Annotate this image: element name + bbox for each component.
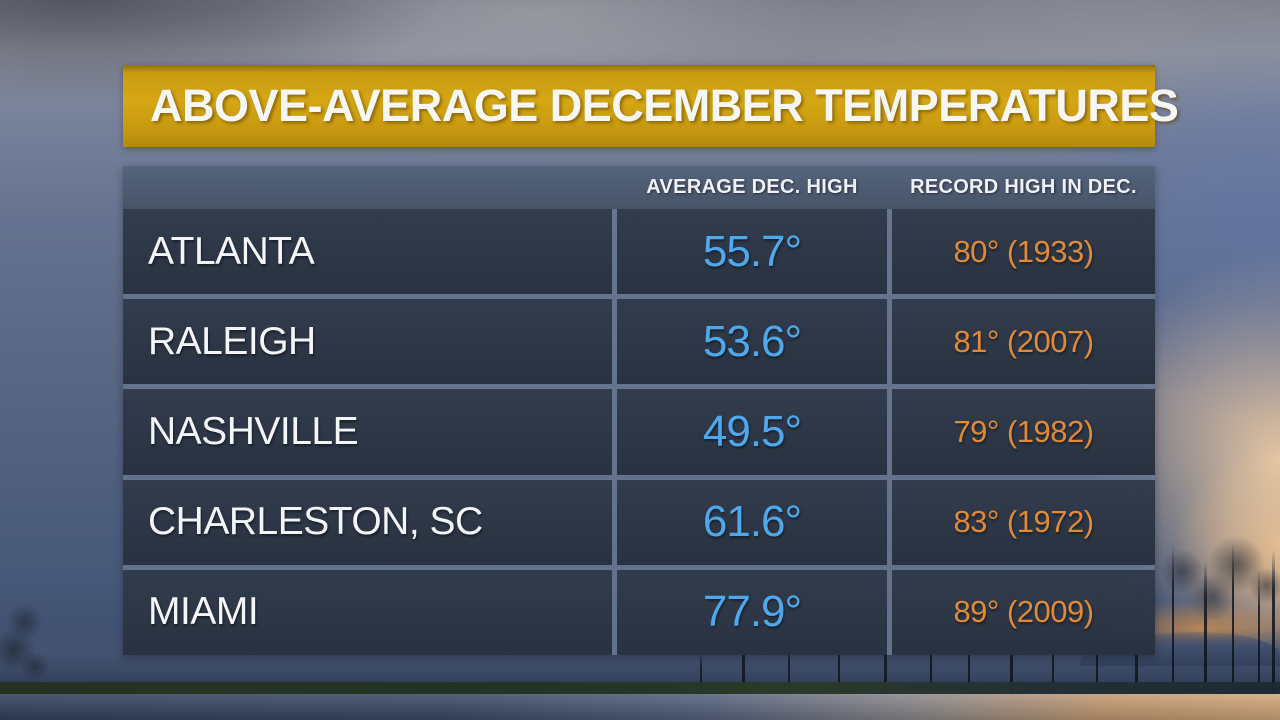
tree-canopy-silhouette <box>1145 528 1280 624</box>
average-high-cell: 55.7° <box>617 209 887 295</box>
page-title: ABOVE-AVERAGE DECEMBER TEMPERATURES <box>150 80 1179 131</box>
average-high-cell: 49.5° <box>617 389 887 475</box>
table-body: ATLANTA 55.7° 80° (1933) RALEIGH 53.6° 8… <box>123 209 1155 655</box>
city-cell: RALEIGH <box>123 299 612 385</box>
average-high-cell: 61.6° <box>617 479 887 565</box>
city-cell: NASHVILLE <box>123 389 612 475</box>
average-high-cell: 77.9° <box>617 569 887 655</box>
header-average-dec-high: AVERAGE DEC. HIGH <box>646 176 858 198</box>
title-banner: ABOVE-AVERAGE DECEMBER TEMPERATURES <box>123 65 1179 147</box>
average-high-cell: 53.6° <box>617 299 887 385</box>
city-cell: ATLANTA <box>123 209 612 295</box>
shoreline-vegetation <box>0 682 1280 696</box>
tree-silhouette-left <box>0 588 70 700</box>
record-high-cell: 89° (2009) <box>892 569 1155 655</box>
record-high-cell: 80° (1933) <box>892 209 1155 295</box>
record-high-cell: 79° (1982) <box>892 389 1155 475</box>
city-cell: MIAMI <box>123 569 612 655</box>
record-high-cell: 81° (2007) <box>892 299 1155 385</box>
table-header-row: AVERAGE DEC. HIGH RECORD HIGH IN DEC. <box>123 166 1155 209</box>
header-record-high-in-dec: RECORD HIGH IN DEC. <box>910 176 1137 198</box>
city-cell: CHARLESTON, SC <box>123 479 612 565</box>
temperature-table: AVERAGE DEC. HIGH RECORD HIGH IN DEC. AT… <box>123 166 1155 655</box>
water-reflection <box>0 694 1280 720</box>
record-high-cell: 83° (1972) <box>892 479 1155 565</box>
